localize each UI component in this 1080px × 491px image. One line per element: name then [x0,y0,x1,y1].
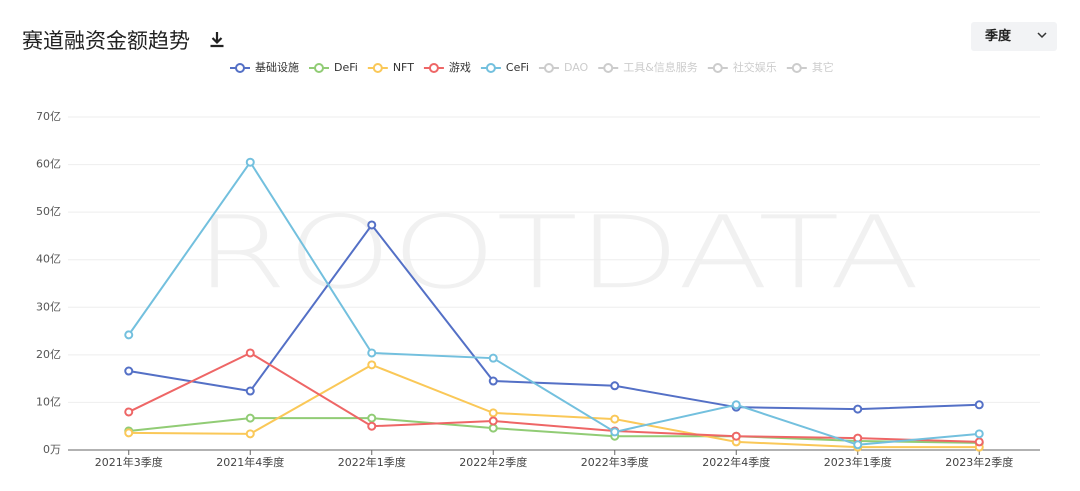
legend-label: DAO [564,61,589,74]
data-point [488,353,498,363]
period-dropdown[interactable]: 季度 [971,22,1057,51]
data-point [731,400,741,410]
legend-marker [603,63,614,73]
y-tick-label: 0万 [43,443,61,456]
data-point [488,408,498,418]
data-point [245,348,255,358]
chevron [1037,32,1047,39]
data-point [488,416,498,426]
data-point [124,330,134,340]
download-icon[interactable] [210,32,224,48]
legend-label: NFT [393,61,414,74]
x-tick-label: 2023年1季度 [824,455,892,469]
data-point [610,381,620,391]
legend-marker [485,63,496,73]
data-point [974,429,984,439]
x-tick-label: 2021年4季度 [216,455,284,469]
y-tick-label: 50亿 [36,205,61,218]
data-point [245,413,255,423]
data-point [124,428,134,438]
y-tick-label: 70亿 [36,110,61,123]
data-point [367,413,377,423]
data-point [610,427,620,437]
y-tick-label: 30亿 [36,300,61,313]
series-line [128,223,980,411]
data-point [367,421,377,431]
legend-marker [791,63,802,73]
series-line [127,160,980,446]
legend-label: 社交娱乐 [733,60,777,74]
data-point [853,440,863,450]
data-point [124,407,134,417]
series-line [128,417,980,444]
legend-label: 工具&信息服务 [623,60,698,74]
data-point [124,366,134,376]
data-point [853,404,863,414]
data-point [488,423,498,433]
series-line [128,363,980,449]
legend-marker [372,63,383,73]
legend-label: 游戏 [449,61,471,74]
legend-marker [543,63,554,73]
y-tick-label: 40亿 [36,253,61,266]
watermark: ROOTDATA [195,194,920,311]
data-point [974,400,984,410]
x-tick-label: 2022年1季度 [338,455,406,469]
legend-label: CeFi [506,61,529,74]
y-tick-label: 60亿 [36,158,61,171]
data-point [367,220,377,230]
data-point [974,437,984,447]
y-tick-label: 10亿 [36,395,61,408]
legend-label: DeFi [334,61,358,74]
y-tick-label: 20亿 [36,348,61,361]
x-tick-label: 2023年2季度 [945,455,1013,469]
x-tick-label: 2022年2季度 [459,455,527,469]
data-point [245,429,255,439]
x-tick-label: 2021年3季度 [95,455,163,469]
legend-marker [314,63,324,73]
data-point [245,157,255,167]
x-tick-label: 2022年3季度 [581,455,649,469]
legend-label: 其它 [812,60,834,74]
legend-marker [235,63,245,73]
data-point [731,431,741,441]
data-point [245,386,255,396]
data-point [610,414,620,424]
data-point [367,348,377,358]
chart-title: 赛道融资金额趋势 [22,29,190,53]
legend-marker [428,63,439,73]
x-tick-label: 2022年4季度 [702,455,770,469]
period-label: 季度 [985,29,1012,44]
data-point [488,376,498,386]
legend-marker [712,63,723,73]
series-line [128,351,980,443]
data-point [367,360,377,370]
legend-label: 基础设施 [255,61,299,74]
